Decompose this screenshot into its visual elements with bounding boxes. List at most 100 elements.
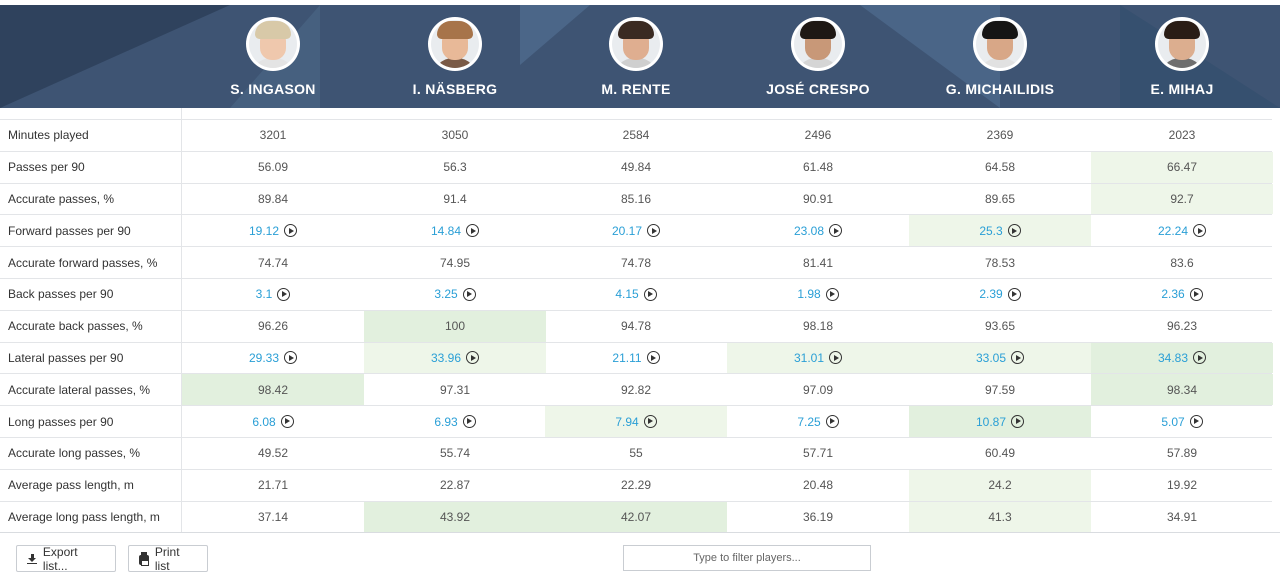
player-avatar[interactable] bbox=[428, 17, 482, 71]
stat-value[interactable]: 29.33 bbox=[248, 350, 280, 365]
play-video-icon[interactable] bbox=[829, 224, 843, 238]
play-video-icon[interactable] bbox=[466, 351, 480, 365]
stat-cell[interactable]: 6.08 bbox=[182, 406, 364, 437]
play-video-icon[interactable] bbox=[825, 415, 839, 429]
player-column-header[interactable]: JOSÉ CRESPO bbox=[727, 5, 909, 108]
play-video-icon[interactable] bbox=[647, 224, 661, 238]
stat-cell[interactable]: 34.83 bbox=[1091, 342, 1273, 374]
player-name[interactable]: JOSÉ CRESPO bbox=[766, 81, 870, 97]
stat-value[interactable]: 21.11 bbox=[612, 350, 642, 365]
play-video-icon[interactable] bbox=[825, 287, 839, 301]
player-column-header[interactable]: S. INGASON bbox=[182, 5, 364, 108]
export-list-button[interactable]: Export list... bbox=[16, 545, 116, 573]
stat-cell[interactable]: 33.05 bbox=[909, 342, 1091, 374]
stat-cell[interactable]: 14.84 bbox=[364, 215, 546, 246]
stat-value[interactable]: 2.39 bbox=[979, 287, 1003, 302]
player-column-header[interactable]: G. MICHAILIDIS bbox=[909, 5, 1091, 108]
play-video-icon[interactable] bbox=[284, 224, 298, 238]
stat-cell[interactable]: 5.07 bbox=[1091, 406, 1273, 437]
stat-cell[interactable]: 23.08 bbox=[727, 215, 909, 246]
player-name[interactable]: M. RENTE bbox=[601, 81, 671, 97]
play-video-icon[interactable] bbox=[1189, 287, 1203, 301]
stat-cell[interactable]: 29.33 bbox=[182, 343, 364, 374]
stat-cell: 89.65 bbox=[909, 184, 1091, 215]
stat-value[interactable]: 33.96 bbox=[430, 350, 462, 365]
play-video-icon[interactable] bbox=[1193, 351, 1207, 365]
stat-cell[interactable]: 25.3 bbox=[909, 215, 1091, 247]
stat-value[interactable]: 1.98 bbox=[797, 287, 821, 302]
stat-cell[interactable]: 22.24 bbox=[1091, 215, 1273, 246]
player-avatar[interactable] bbox=[609, 17, 663, 71]
stat-cell[interactable]: 21.11 bbox=[545, 343, 727, 374]
stat-value: 98.42 bbox=[257, 382, 289, 397]
play-video-icon[interactable] bbox=[466, 224, 480, 238]
stat-cell[interactable]: 19.12 bbox=[182, 215, 364, 246]
player-name[interactable]: E. MIHAJ bbox=[1150, 81, 1214, 97]
stat-value[interactable]: 14.84 bbox=[430, 223, 462, 238]
stat-cell[interactable]: 3.25 bbox=[364, 279, 546, 310]
stat-value: 2496 bbox=[804, 128, 832, 143]
stat-cell[interactable]: 33.96 bbox=[364, 342, 546, 374]
stat-value[interactable]: 7.94 bbox=[615, 414, 639, 429]
play-video-icon[interactable] bbox=[277, 287, 291, 301]
stat-value[interactable]: 7.25 bbox=[797, 414, 821, 429]
stat-cell[interactable]: 7.94 bbox=[545, 406, 727, 437]
stat-value[interactable]: 19.12 bbox=[248, 223, 280, 238]
stat-value[interactable]: 22.24 bbox=[1157, 223, 1189, 238]
play-video-icon[interactable] bbox=[646, 351, 660, 365]
stat-value[interactable]: 10.87 bbox=[975, 414, 1007, 429]
player-column-header[interactable]: I. NÄSBERG bbox=[364, 5, 546, 108]
stat-cell: 2496 bbox=[727, 120, 909, 151]
stat-value[interactable]: 3.25 bbox=[434, 287, 458, 302]
stat-value[interactable]: 33.05 bbox=[975, 350, 1007, 365]
stat-cell[interactable]: 20.17 bbox=[545, 215, 727, 246]
player-avatar[interactable] bbox=[973, 17, 1027, 71]
player-name[interactable]: S. INGASON bbox=[230, 81, 316, 97]
stat-value[interactable]: 6.08 bbox=[252, 414, 276, 429]
stat-value[interactable]: 20.17 bbox=[611, 223, 643, 238]
play-video-icon[interactable] bbox=[284, 351, 298, 365]
stat-value[interactable]: 31.01 bbox=[793, 350, 825, 365]
stat-cell[interactable]: 2.36 bbox=[1091, 279, 1273, 310]
stat-value[interactable]: 3.1 bbox=[255, 287, 273, 302]
play-video-icon[interactable] bbox=[1007, 287, 1021, 301]
stat-cell[interactable]: 7.25 bbox=[727, 406, 909, 437]
stat-value[interactable]: 4.15 bbox=[615, 287, 639, 302]
stat-value[interactable]: 5.07 bbox=[1161, 414, 1185, 429]
player-avatar[interactable] bbox=[246, 17, 300, 71]
play-video-icon[interactable] bbox=[462, 415, 476, 429]
print-list-button[interactable]: Print list bbox=[128, 545, 208, 573]
stat-value[interactable]: 25.3 bbox=[979, 223, 1003, 238]
stat-value[interactable]: 6.93 bbox=[434, 414, 458, 429]
stat-value[interactable]: 2.36 bbox=[1161, 287, 1185, 302]
player-avatar[interactable] bbox=[791, 17, 845, 71]
stat-cell[interactable]: 3.1 bbox=[182, 279, 364, 310]
play-video-icon[interactable] bbox=[1011, 415, 1025, 429]
player-name[interactable]: I. NÄSBERG bbox=[412, 81, 498, 97]
stat-cell[interactable]: 31.01 bbox=[727, 342, 909, 374]
play-video-icon[interactable] bbox=[1193, 224, 1207, 238]
play-video-icon[interactable] bbox=[1011, 351, 1025, 365]
stat-cell[interactable]: 6.93 bbox=[364, 406, 546, 437]
stat-value[interactable]: 34.83 bbox=[1157, 350, 1189, 365]
stat-cell: 90.91 bbox=[727, 184, 909, 215]
stat-cell: 3201 bbox=[182, 120, 364, 151]
play-video-icon[interactable] bbox=[1189, 415, 1203, 429]
play-video-icon[interactable] bbox=[462, 287, 476, 301]
play-video-icon[interactable] bbox=[643, 287, 657, 301]
play-video-icon[interactable] bbox=[1007, 224, 1021, 238]
player-column-header[interactable]: E. MIHAJ bbox=[1091, 5, 1273, 108]
table-row: Back passes per 90 3.1 3.25 4.15 1.98 2.39 2.3… bbox=[0, 278, 1273, 311]
play-video-icon[interactable] bbox=[643, 415, 657, 429]
player-avatar[interactable] bbox=[1155, 17, 1209, 71]
play-video-icon[interactable] bbox=[280, 415, 294, 429]
filter-players-input[interactable] bbox=[623, 545, 871, 571]
stat-cell[interactable]: 1.98 bbox=[727, 279, 909, 310]
stat-cell[interactable]: 4.15 bbox=[545, 279, 727, 310]
play-video-icon[interactable] bbox=[829, 351, 843, 365]
player-name[interactable]: G. MICHAILIDIS bbox=[945, 81, 1055, 97]
player-column-header[interactable]: M. RENTE bbox=[545, 5, 727, 108]
stat-cell[interactable]: 10.87 bbox=[909, 406, 1091, 437]
stat-cell[interactable]: 2.39 bbox=[909, 279, 1091, 310]
stat-value[interactable]: 23.08 bbox=[793, 223, 825, 238]
